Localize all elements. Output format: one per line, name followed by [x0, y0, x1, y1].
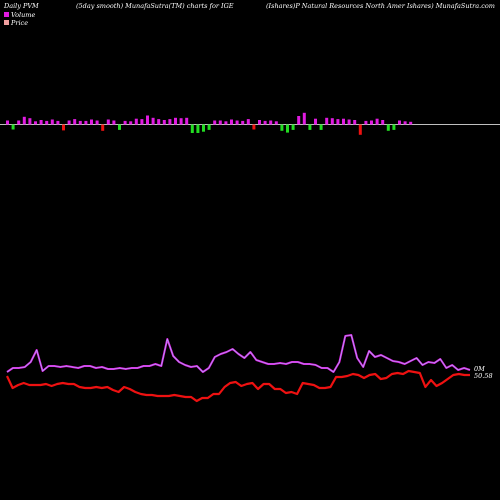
pvm-bar [196, 124, 200, 133]
pvm-bar [302, 112, 306, 125]
pvm-bar [50, 119, 54, 125]
pvm-bar [67, 120, 71, 125]
pvm-bar [274, 121, 278, 125]
pvm-bar [90, 119, 93, 125]
pvm-bar [62, 124, 65, 131]
pvm-bar [190, 124, 194, 133]
pvm-bar [28, 118, 32, 125]
pvm-bar [101, 124, 105, 131]
pvm-bar [375, 118, 379, 125]
pvm-bar [84, 120, 88, 125]
pvm-bar [146, 115, 149, 125]
pvm-bar [235, 120, 239, 125]
pvm-bar [17, 120, 21, 125]
volume-line-highlight [6, 334, 471, 373]
pvm-bar [330, 118, 334, 125]
legend-volume-label: Volume [11, 11, 35, 19]
pvm-bar [319, 124, 323, 130]
price-line [6, 369, 470, 403]
pvm-bar [162, 120, 166, 125]
pvm-bar [73, 119, 77, 125]
pvm-bar [342, 118, 345, 125]
pvm-bar [291, 124, 295, 130]
volume-end-label: 0M [474, 365, 485, 373]
pvm-bar [297, 116, 301, 125]
pvm-bar [134, 118, 138, 125]
pvm-bar [269, 120, 273, 125]
pvm-bar [123, 120, 127, 125]
pvm-bar [280, 124, 284, 131]
legend-price-label: Price [10, 19, 28, 27]
pvm-bar [286, 124, 289, 133]
pvm-bar [106, 119, 110, 125]
pvm-bar [39, 120, 43, 125]
pvm-bar [263, 120, 267, 125]
pvm-bar [202, 124, 205, 132]
pvm-bar [358, 124, 362, 135]
pvm-bar [386, 124, 390, 131]
pvm-bar [151, 117, 155, 125]
pvm-bar [179, 118, 183, 125]
legend-volume-swatch [4, 12, 9, 17]
legend-price-swatch [4, 20, 9, 25]
pvm-bar [230, 119, 233, 125]
pvm-bar [353, 120, 357, 125]
legend: Volume Price [4, 11, 35, 27]
chart-type-label: Daily PVM [3, 2, 39, 10]
pvm-bar [409, 121, 413, 125]
pvm-bar [174, 117, 177, 125]
pvm-bar [118, 124, 121, 130]
pvm-bar [22, 116, 26, 125]
pvm-bar [157, 119, 161, 125]
pvm-bar [95, 120, 99, 125]
price-end-label: 50.58 [474, 372, 493, 380]
pvm-bar [6, 120, 9, 125]
pvm-bar [45, 120, 49, 125]
pvm-bar [325, 117, 329, 125]
pvm-bar [56, 120, 60, 125]
pvm-bar [381, 120, 385, 125]
pvm-bar [224, 121, 228, 125]
pvm-bar [314, 118, 317, 125]
pvm-bar [112, 120, 116, 125]
pvm-bar [398, 120, 401, 125]
pvm-bar [392, 124, 396, 130]
pvm-bar [11, 124, 15, 130]
pvm-bar [185, 117, 189, 125]
chart-title: (5day smooth) MunafaSutra(TM) charts for… [76, 2, 234, 10]
pvm-bar [213, 120, 217, 125]
pvm-bar [207, 124, 211, 130]
pvm-bar [347, 119, 351, 125]
pvm-bar [252, 124, 256, 130]
pvm-bar [258, 120, 261, 125]
pvm-bars [6, 112, 413, 135]
pvm-bar [168, 119, 172, 125]
pvm-bar [218, 120, 222, 125]
pvm-bar [34, 121, 37, 125]
pvm-bar [370, 120, 373, 125]
pvm-bar [78, 120, 82, 125]
pvm-bar [246, 119, 250, 125]
pvm-bar [140, 119, 144, 125]
pvm-bar [308, 124, 312, 130]
pvm-bar [403, 121, 407, 125]
pvm-bar [336, 119, 340, 125]
pvm-bar [129, 121, 133, 125]
pvm-bar [241, 120, 245, 125]
instrument-name: (Ishares)P Natural Resources North Amer … [266, 2, 495, 10]
pvm-bar [364, 120, 368, 125]
